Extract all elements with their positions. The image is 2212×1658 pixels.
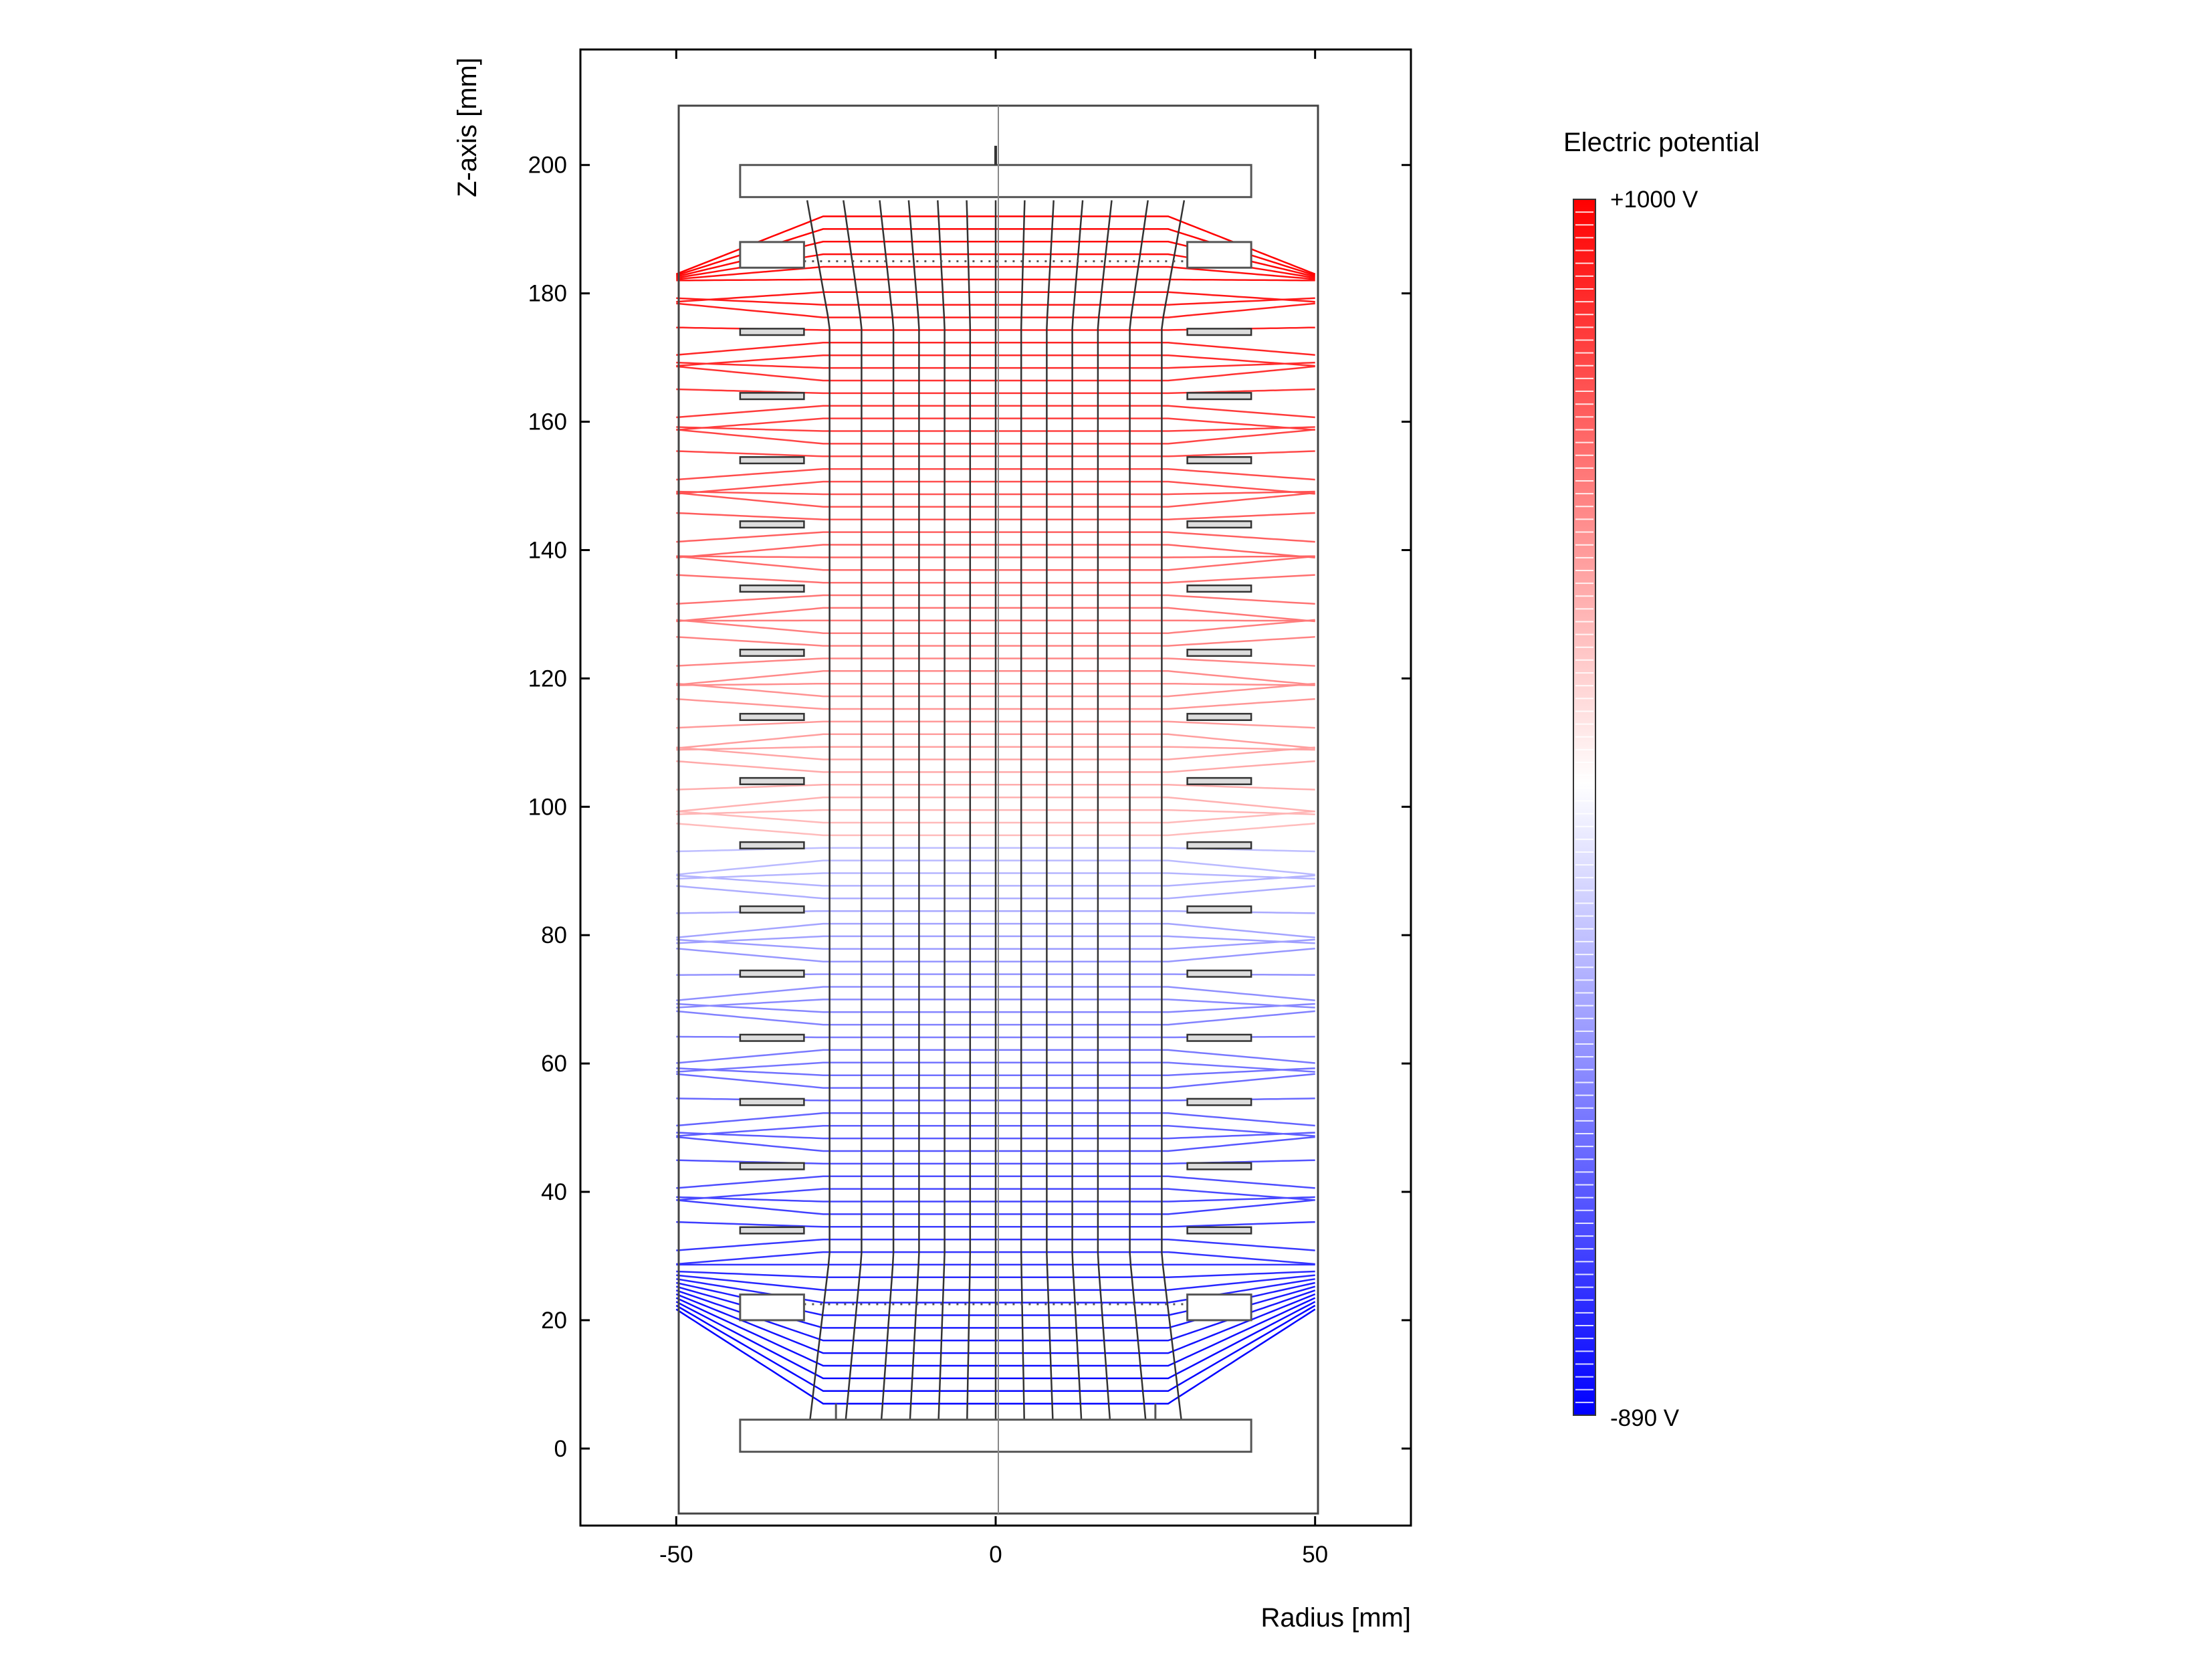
- y-tick-label: 200: [528, 152, 567, 179]
- field-line: [806, 200, 831, 1420]
- field-shaping-ring: [1186, 712, 1252, 721]
- bottom-guard-ring: [1186, 1293, 1252, 1322]
- field-shaping-ring: [739, 841, 805, 849]
- y-tick-label: 40: [541, 1179, 567, 1205]
- field-line: [1020, 200, 1026, 1420]
- field-shaping-ring: [1186, 392, 1252, 401]
- field-shaping-ring: [1186, 520, 1252, 529]
- field-line: [907, 200, 920, 1420]
- field-shaping-ring: [1186, 905, 1252, 914]
- field-shaping-ring: [739, 1033, 805, 1042]
- y-tick-label: 160: [528, 409, 567, 435]
- field-shaping-ring: [1186, 1162, 1252, 1170]
- field-shaping-ring: [739, 520, 805, 529]
- field-shaping-ring: [1186, 1226, 1252, 1235]
- top-guard-ring: [1186, 241, 1252, 269]
- axis-ticks: [580, 49, 1411, 1526]
- field-line: [966, 200, 972, 1420]
- field-shaping-ring: [739, 776, 805, 785]
- top-electrode-plate: [739, 164, 1252, 199]
- y-tick-label: 180: [528, 281, 567, 307]
- x-axis-title: Radius [mm]: [1261, 1603, 1412, 1633]
- field-shaping-ring: [1186, 841, 1252, 849]
- colorbar-gradient: [1573, 199, 1596, 1416]
- x-tick-label: 0: [989, 1542, 1002, 1568]
- top-guard-ring: [739, 241, 805, 269]
- field-shaping-ring: [1186, 969, 1252, 978]
- y-tick-labels: 0 20 40 60 80 100 120 140 160 180 200: [528, 152, 567, 1462]
- field-line: [1129, 200, 1149, 1420]
- field-line: [1097, 200, 1113, 1420]
- y-axis-title: Z-axis [mm]: [453, 58, 482, 197]
- field-shaping-ring: [739, 969, 805, 978]
- field-shaping-ring: [1186, 648, 1252, 657]
- colorbar: Electric potential +1000 V -890 V: [1563, 128, 1759, 1431]
- field-shaping-ring: [1186, 584, 1252, 593]
- y-tick-label: 20: [541, 1308, 567, 1334]
- field-shaping-ring: [739, 328, 805, 336]
- field-line: [1161, 200, 1186, 1420]
- field-lines: [806, 200, 1186, 1420]
- field-shaping-ring: [739, 584, 805, 593]
- y-tick-label: 80: [541, 922, 567, 948]
- x-tick-label: -50: [659, 1542, 693, 1568]
- colorbar-level-marks: [1575, 211, 1593, 1403]
- bottom-guard-ring: [739, 1293, 805, 1322]
- field-line: [937, 200, 946, 1420]
- bottom-electrode-plate: [739, 1419, 1252, 1453]
- y-tick-label: 120: [528, 665, 567, 692]
- field-line: [843, 200, 863, 1420]
- y-tick-label: 60: [541, 1051, 567, 1077]
- field-shaping-ring: [739, 712, 805, 721]
- electrodes: [739, 145, 1252, 1453]
- field-shaping-ring: [739, 1226, 805, 1235]
- field-shaping-ring: [739, 905, 805, 914]
- field-line: [879, 200, 895, 1420]
- field-shaping-ring: [1186, 328, 1252, 336]
- field-shaping-ring: [739, 648, 805, 657]
- y-tick-label: 0: [554, 1436, 567, 1462]
- y-tick-label: 140: [528, 537, 567, 563]
- colorbar-max-label: +1000 V: [1610, 187, 1698, 213]
- field-line: [1071, 200, 1084, 1420]
- field-shaping-ring: [1186, 1098, 1252, 1106]
- y-tick-label: 100: [528, 794, 567, 820]
- field-shaping-ring: [739, 1162, 805, 1170]
- colorbar-title: Electric potential: [1563, 128, 1759, 157]
- field-shaping-ring: [1186, 1033, 1252, 1042]
- field-shaping-ring: [1186, 776, 1252, 785]
- x-tick-label: 50: [1302, 1542, 1328, 1568]
- colorbar-min-label: -890 V: [1610, 1405, 1680, 1431]
- field-shaping-ring: [739, 392, 805, 401]
- field-shaping-ring: [1186, 456, 1252, 465]
- field-line: [1046, 200, 1055, 1420]
- plot-area: [579, 48, 1412, 1527]
- field-shaping-ring: [739, 456, 805, 465]
- field-shaping-ring: [739, 1098, 805, 1106]
- x-tick-labels: -50 0 50: [659, 1542, 1328, 1568]
